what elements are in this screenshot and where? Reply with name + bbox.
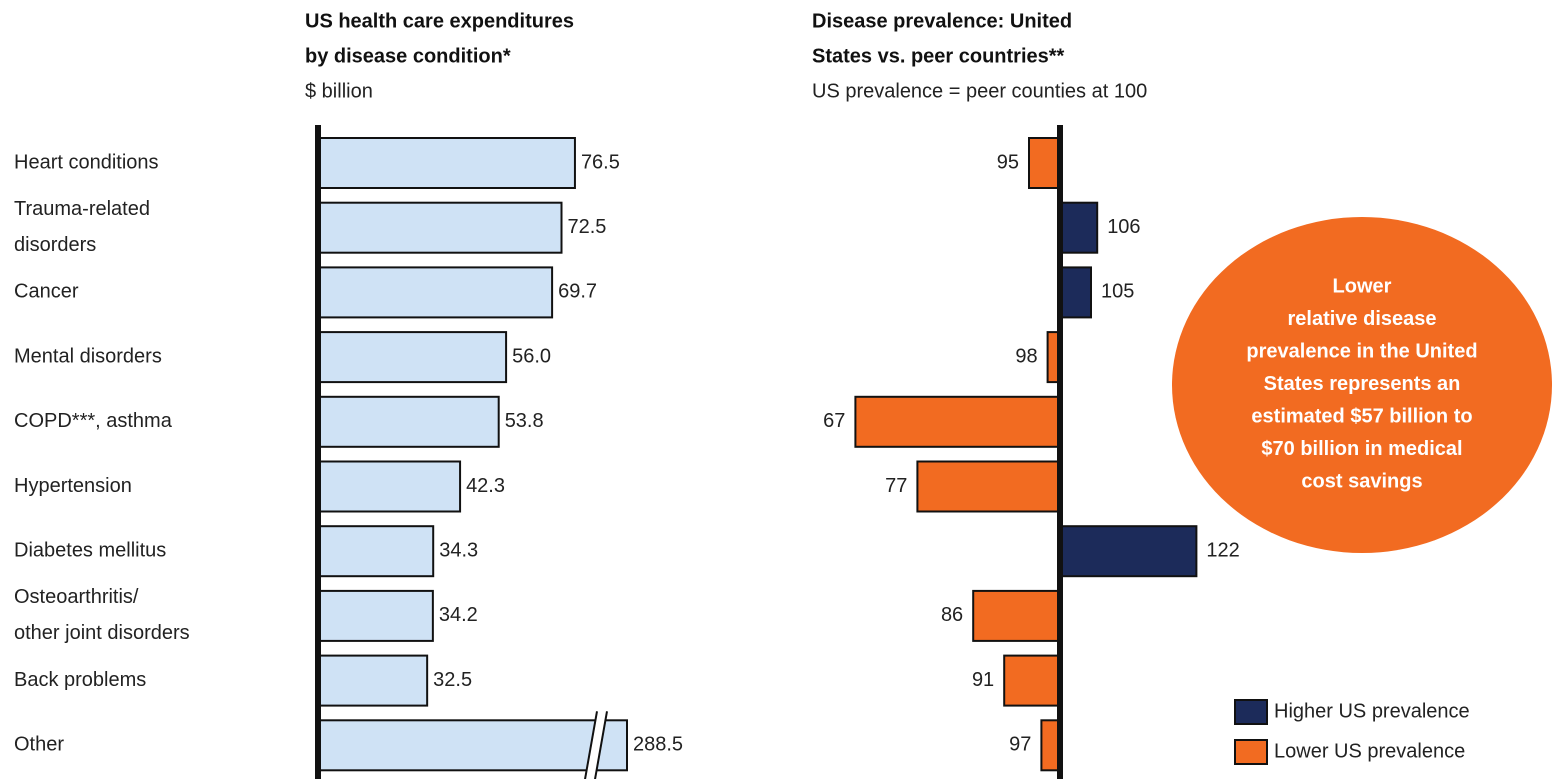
chart-title: Disease prevalence: United — [812, 10, 1072, 32]
bar — [1003, 654, 1062, 707]
bar — [317, 266, 554, 319]
category-label: Other — [14, 734, 64, 756]
chart-subtitle: US prevalence = peer counties at 100 — [812, 80, 1147, 102]
annotation: relative disease — [1288, 308, 1437, 330]
category-label: Cancer — [14, 281, 79, 303]
bar — [1059, 266, 1092, 319]
value-label: 105 — [1101, 281, 1134, 303]
legend-swatch — [1234, 699, 1268, 725]
legend-swatch — [1234, 739, 1268, 765]
annotation: Lower — [1333, 275, 1392, 297]
value-label: 95 — [997, 151, 1019, 173]
value-label: 69.7 — [558, 281, 597, 303]
annotation: $70 billion in medical — [1261, 438, 1462, 460]
value-label: 34.2 — [439, 604, 478, 626]
bar — [317, 654, 429, 707]
category-label: Hypertension — [14, 475, 132, 497]
annotation: estimated $57 billion to — [1251, 405, 1472, 427]
bar — [916, 460, 1062, 513]
value-label: 72.5 — [568, 216, 607, 238]
category-label: Mental disorders — [14, 345, 162, 367]
bar — [1059, 201, 1099, 254]
value-label: 106 — [1107, 216, 1140, 238]
chart-title: States vs. peer countries** — [812, 45, 1065, 67]
chart-subtitle: $ billion — [305, 80, 373, 102]
axis-break — [585, 711, 607, 779]
bar — [317, 460, 462, 513]
value-label: 97 — [1009, 734, 1031, 756]
bar — [972, 589, 1062, 642]
category-label: other joint disorders — [14, 622, 190, 644]
bar — [317, 395, 500, 448]
value-label: 32.5 — [433, 669, 472, 691]
annotation-bubble — [1172, 217, 1552, 553]
value-label: 56.0 — [512, 345, 551, 367]
bar — [317, 589, 434, 642]
axis-break-line — [584, 711, 598, 779]
value-label: 53.8 — [505, 410, 544, 432]
value-label: 42.3 — [466, 475, 505, 497]
bar — [317, 201, 563, 254]
category-label: COPD***, asthma — [14, 410, 173, 432]
bar — [1028, 137, 1061, 189]
category-label: disorders — [14, 234, 96, 256]
value-label: 67 — [823, 410, 845, 432]
chart-title: US health care expenditures — [305, 10, 574, 32]
bar — [317, 719, 628, 772]
chart-title: by disease condition* — [305, 45, 511, 67]
category-label: Back problems — [14, 669, 146, 691]
value-label: 77 — [885, 475, 907, 497]
bar — [1059, 525, 1198, 578]
bar — [317, 331, 508, 384]
value-label: 34.3 — [439, 539, 478, 561]
annotation: States represents an — [1264, 373, 1461, 395]
value-label: 76.5 — [581, 151, 620, 173]
annotation: cost savings — [1301, 470, 1422, 492]
value-label: 288.5 — [633, 734, 683, 756]
value-label: 86 — [941, 604, 963, 626]
category-label: Heart conditions — [14, 151, 159, 173]
legend-label: Lower US prevalence — [1274, 740, 1465, 762]
value-label: 122 — [1206, 539, 1239, 561]
bar — [854, 395, 1062, 448]
bar — [317, 525, 435, 578]
category-label: Trauma-related — [14, 198, 150, 220]
value-label: 98 — [1015, 345, 1037, 367]
bar — [317, 137, 576, 189]
axis-break-line — [594, 711, 608, 779]
annotation: prevalence in the United — [1246, 340, 1477, 362]
value-label: 91 — [972, 669, 994, 691]
category-label: Osteoarthritis/ — [14, 586, 139, 608]
legend-label: Higher US prevalence — [1274, 700, 1470, 722]
category-label: Diabetes mellitus — [14, 539, 166, 561]
